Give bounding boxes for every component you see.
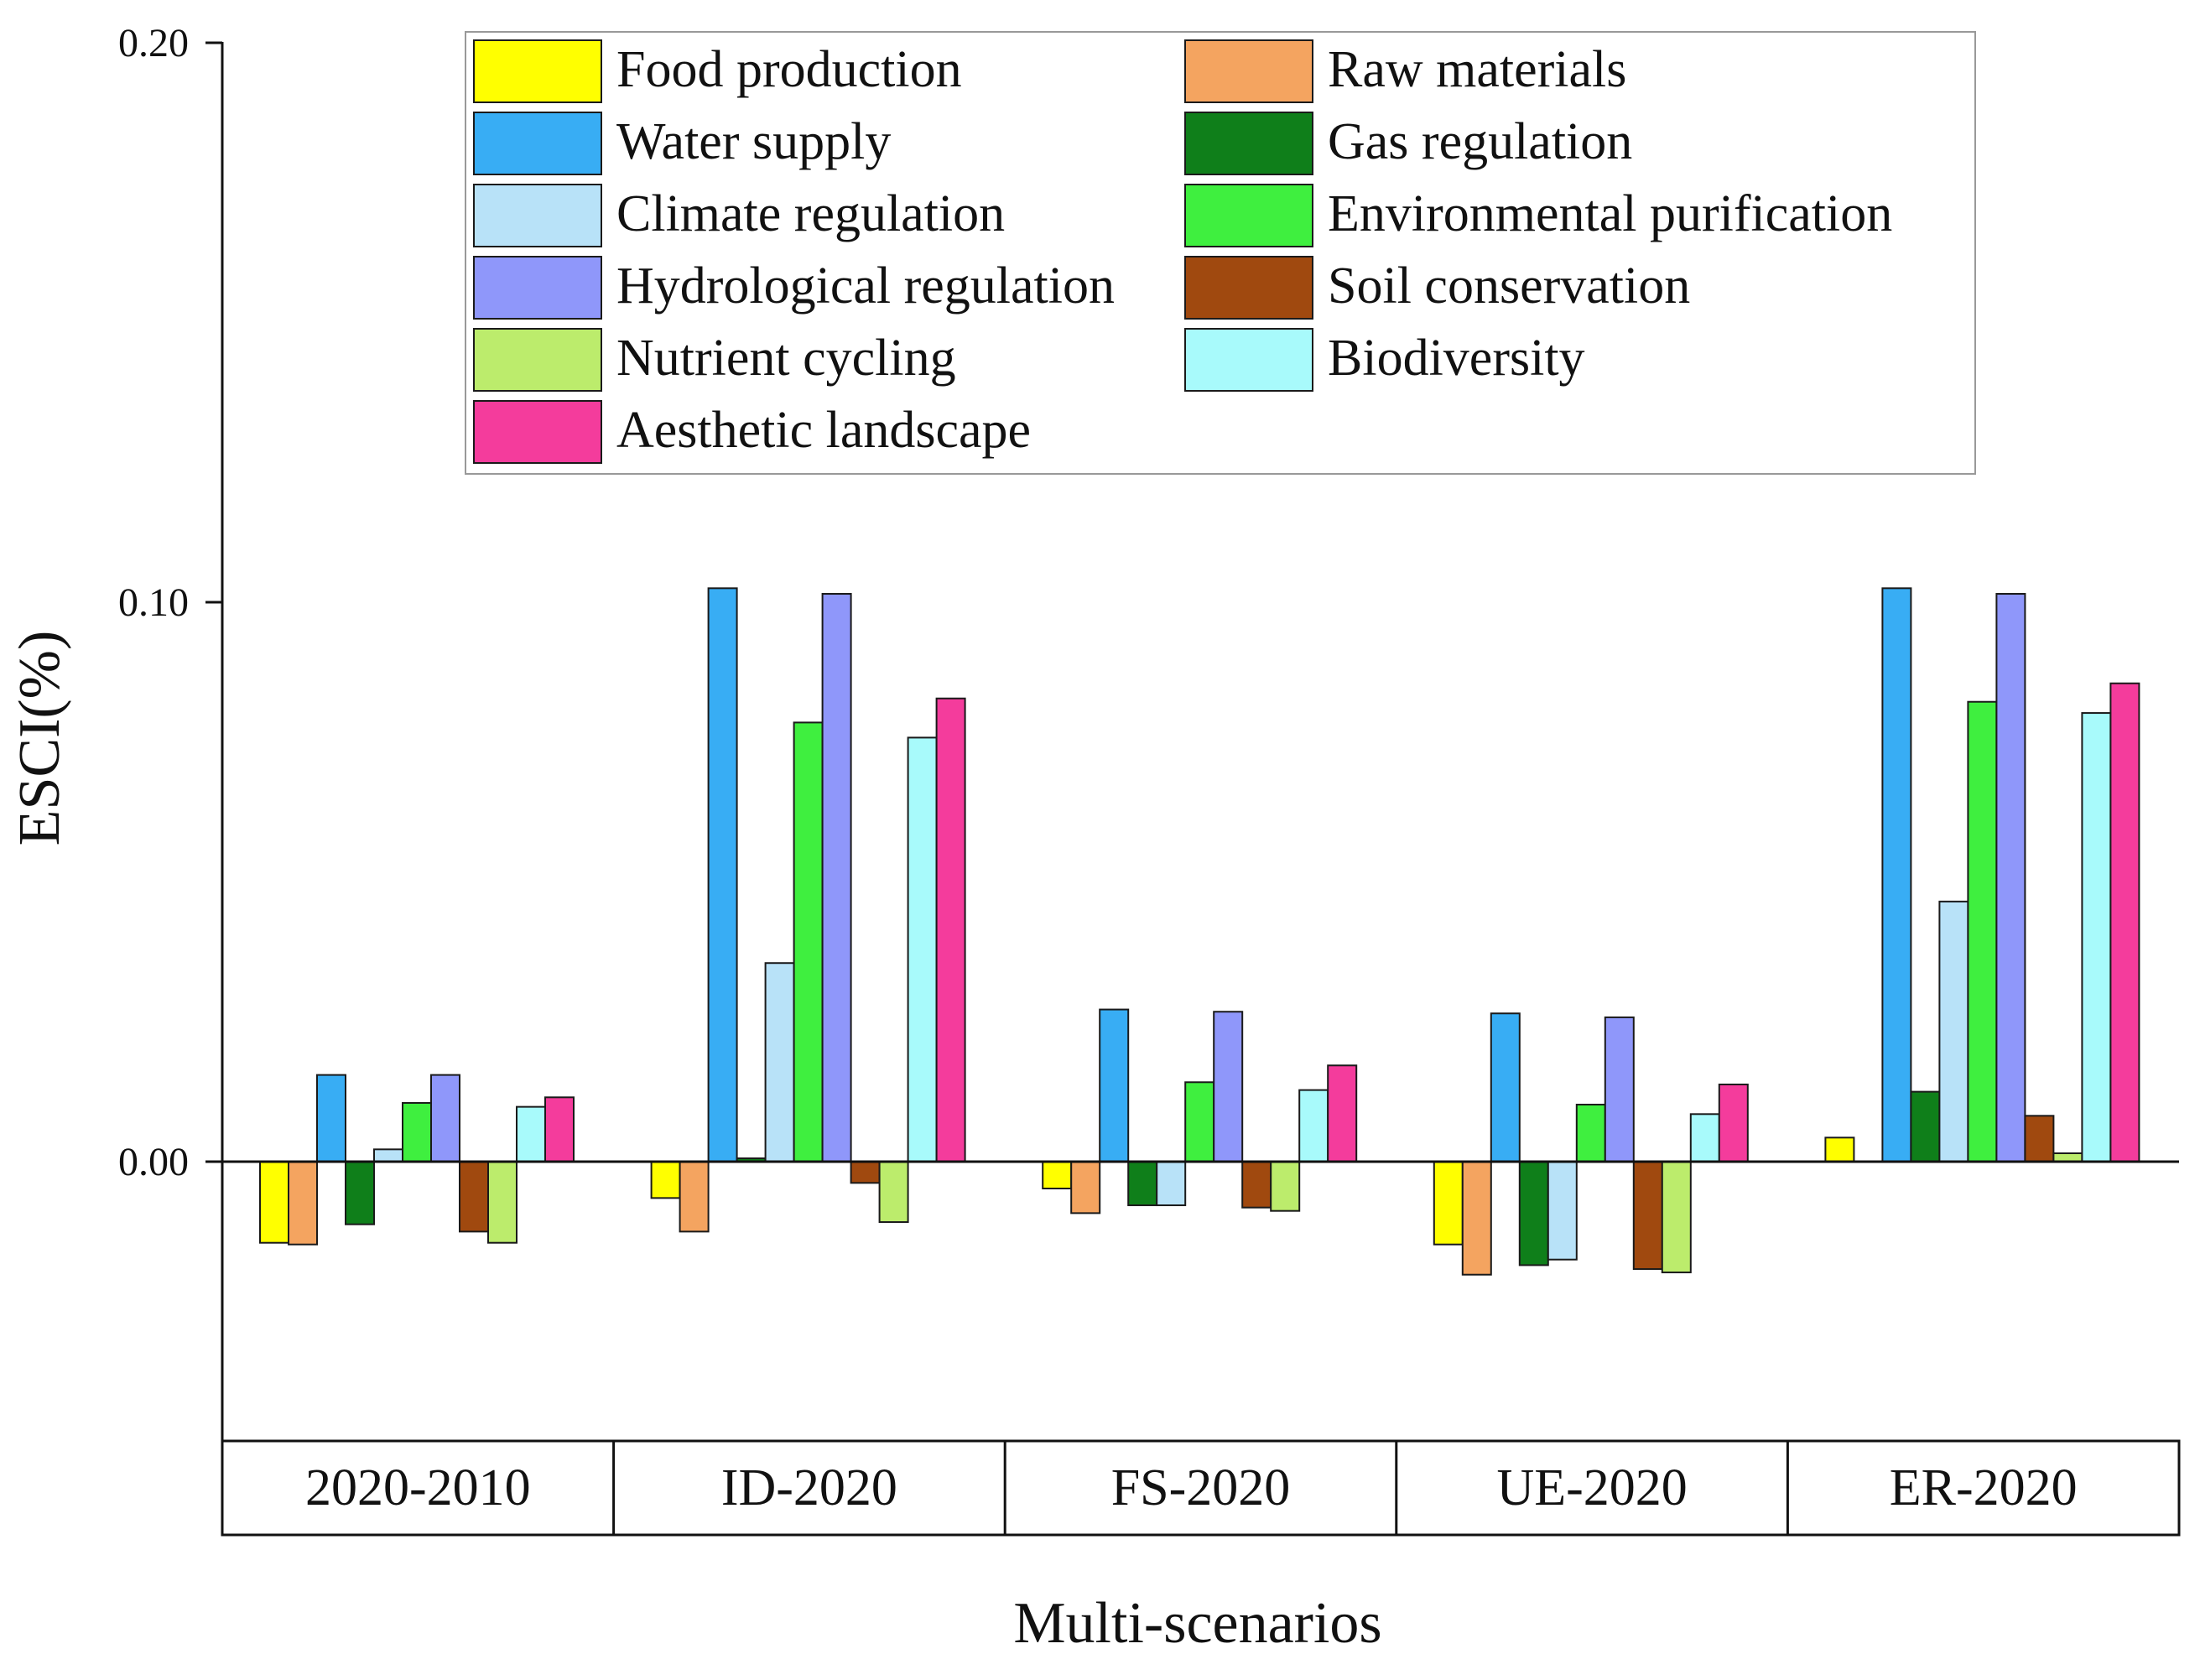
legend-swatch — [473, 400, 602, 464]
y-tick-label: 0.00 — [118, 1140, 189, 1184]
legend-swatch — [473, 184, 602, 247]
bar — [1156, 1161, 1187, 1207]
bar — [707, 587, 738, 1162]
bar — [1995, 592, 2026, 1162]
category-label: ID-2020 — [721, 1459, 897, 1516]
bar — [878, 1161, 909, 1224]
bar — [1518, 1161, 1549, 1267]
bar — [2081, 712, 2112, 1162]
bar — [459, 1161, 489, 1233]
y-tick-label: 0.20 — [118, 21, 189, 65]
bar — [907, 736, 938, 1162]
bar — [1967, 700, 1998, 1162]
bar — [1241, 1161, 1272, 1209]
bar — [1099, 1008, 1130, 1163]
y-axis-title: ESCI(%) — [8, 631, 72, 846]
legend-swatch — [473, 328, 602, 392]
bar — [1689, 1113, 1720, 1163]
bar — [1661, 1161, 1692, 1274]
legend-swatch — [473, 112, 602, 175]
bar — [1184, 1081, 1215, 1163]
bar — [1547, 1161, 1578, 1261]
bar — [850, 1161, 881, 1184]
bar — [2052, 1152, 2083, 1162]
legend-swatch — [1184, 256, 1313, 320]
category-label: UE-2020 — [1496, 1459, 1687, 1516]
bar — [1461, 1161, 1492, 1276]
legend-label: Food production — [616, 41, 962, 98]
bar — [1910, 1090, 1941, 1162]
legend-swatch — [473, 256, 602, 320]
bar — [1938, 900, 1969, 1162]
legend-label: Nutrient cycling — [616, 330, 956, 387]
bar — [1213, 1011, 1244, 1163]
category-strip: 2020-2010 ID-2020 FS-2020 UE-2020 ER-2020 — [221, 1439, 2181, 1537]
bar — [1433, 1161, 1464, 1246]
legend-frame — [465, 31, 1976, 475]
bar — [1824, 1136, 1855, 1162]
bar — [793, 721, 824, 1162]
legend-label: Water supply — [616, 113, 891, 170]
legend-label: Climate regulation — [616, 185, 1005, 242]
legend-label: Aesthetic landscape — [616, 402, 1031, 459]
bar — [1604, 1016, 1635, 1162]
bar — [650, 1161, 681, 1199]
legend-label: Environmental purification — [1328, 185, 1892, 242]
legend-label: Biodiversity — [1328, 330, 1585, 387]
bars-layer — [259, 587, 2140, 1276]
bar — [259, 1161, 289, 1244]
axes-layer: 0.20 0.10 0.00 — [118, 21, 2179, 1441]
legend-label: Soil conservation — [1328, 257, 1690, 315]
bar — [1490, 1012, 1521, 1162]
bar — [373, 1148, 403, 1163]
legend-swatch — [473, 39, 602, 103]
category-strip-frame — [221, 1439, 2181, 1537]
bar — [430, 1074, 460, 1162]
category-label: FS-2020 — [1111, 1459, 1291, 1516]
legend-swatch — [1184, 184, 1313, 247]
bar — [402, 1101, 432, 1162]
bar — [516, 1105, 546, 1163]
legend: Food production Raw materials Water supply… — [465, 31, 1976, 475]
bar — [1575, 1103, 1606, 1162]
bar — [2109, 682, 2140, 1162]
bar — [1327, 1064, 1358, 1162]
y-tick-label: 0.10 — [118, 580, 189, 625]
bar — [1718, 1083, 1749, 1162]
x-axis-title: Multi-scenarios — [1013, 1591, 1381, 1656]
bar — [2024, 1115, 2055, 1163]
bar — [1632, 1161, 1663, 1271]
legend-label: Gas regulation — [1328, 113, 1632, 170]
bar — [935, 697, 966, 1162]
category-label: 2020-2010 — [305, 1459, 531, 1516]
bar — [1127, 1161, 1158, 1207]
legend-label: Raw materials — [1328, 41, 1626, 98]
bar — [544, 1096, 575, 1163]
bar — [1270, 1161, 1301, 1212]
legend-swatch — [1184, 112, 1313, 175]
bar — [821, 592, 852, 1162]
bar — [288, 1161, 318, 1246]
legend-swatch — [1184, 39, 1313, 103]
bar — [679, 1161, 710, 1233]
legend-label: Hydrological regulation — [616, 257, 1115, 315]
bar — [1298, 1089, 1329, 1163]
bar — [1881, 587, 1912, 1162]
bar — [316, 1074, 346, 1162]
bar — [345, 1161, 375, 1225]
legend-swatch — [1184, 328, 1313, 392]
bar — [1042, 1161, 1073, 1190]
bar — [764, 962, 795, 1162]
category-label: ER-2020 — [1890, 1459, 2078, 1516]
bar — [487, 1161, 517, 1244]
bar — [1070, 1161, 1101, 1214]
